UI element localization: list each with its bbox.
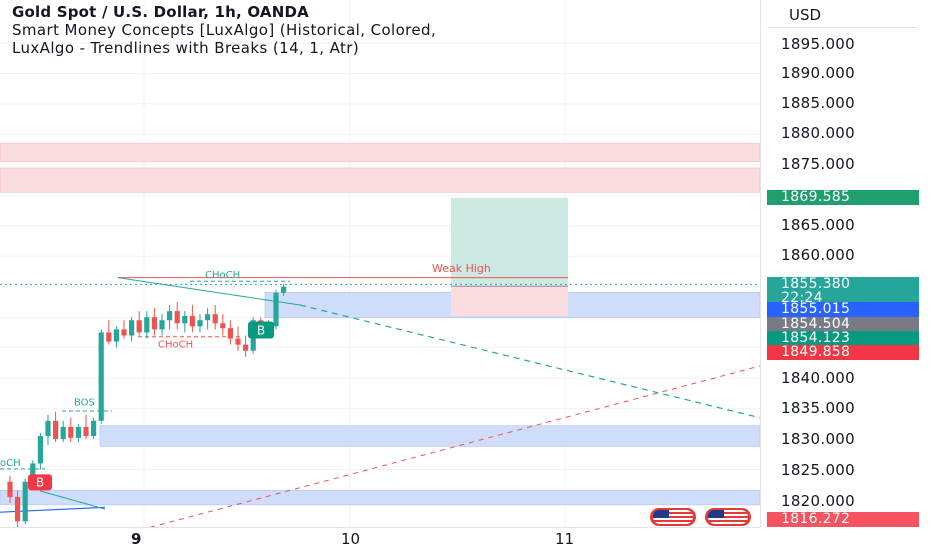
price-tick: 1875.000 bbox=[781, 155, 855, 173]
candle-body bbox=[37, 436, 43, 464]
candle-body bbox=[60, 426, 66, 440]
candle-body bbox=[98, 332, 104, 421]
candle-body bbox=[243, 344, 249, 351]
candle-body bbox=[30, 463, 36, 482]
price-tick: 1835.000 bbox=[781, 399, 855, 417]
position-target-zone bbox=[451, 197, 568, 285]
currency-button[interactable]: USD bbox=[767, 2, 917, 28]
buy-signal-label: B bbox=[36, 475, 44, 489]
candle-body bbox=[106, 332, 112, 342]
candle-body bbox=[129, 320, 135, 336]
candle-body bbox=[189, 315, 195, 327]
time-axis[interactable]: 9 10 11 bbox=[0, 527, 760, 551]
indicator-smc-label[interactable]: Smart Money Concepts [LuxAlgo] (Historic… bbox=[12, 21, 437, 39]
price-tick: 1890.000 bbox=[781, 64, 855, 82]
bar-countdown: 22:24 bbox=[781, 290, 823, 306]
candle-body bbox=[227, 328, 233, 339]
weak-high-label: Weak High bbox=[432, 262, 491, 275]
candle-body bbox=[220, 323, 226, 329]
position-stop-zone bbox=[451, 286, 568, 316]
trendline-resistance bbox=[117, 277, 301, 306]
candle-body bbox=[22, 481, 28, 522]
target-price-badge: 1869.585 bbox=[767, 190, 919, 205]
demand-zone bbox=[99, 425, 760, 447]
price-chart[interactable]: Weak High CHoCH CHoCH BOS oCH B B bbox=[0, 0, 760, 527]
time-label: 10 bbox=[341, 530, 361, 548]
buy-signal-label: B bbox=[257, 323, 265, 337]
demand-zone bbox=[0, 489, 760, 506]
candle-body bbox=[235, 338, 241, 345]
candle-body bbox=[205, 314, 211, 321]
us-flag-event-icon[interactable] bbox=[650, 508, 696, 526]
symbol-title[interactable]: Gold Spot / U.S. Dollar, 1h, OANDA bbox=[12, 3, 309, 21]
buy-signal-badge bbox=[248, 321, 274, 339]
us-flag-event-icon[interactable] bbox=[705, 508, 751, 526]
candle-body bbox=[75, 426, 81, 438]
time-label: 9 bbox=[131, 530, 142, 548]
price-axis[interactable]: USD 1895.000 1890.000 1885.000 1880.000 … bbox=[760, 0, 932, 527]
price-tick: 1885.000 bbox=[781, 94, 855, 112]
price-tick: 1820.000 bbox=[781, 492, 855, 510]
candle-body bbox=[167, 311, 173, 321]
bos-label: BOS bbox=[74, 398, 95, 409]
candle-body bbox=[144, 317, 150, 333]
price-tick: 1880.000 bbox=[781, 124, 855, 142]
candle-body bbox=[151, 317, 157, 330]
chart-area[interactable]: Weak High CHoCH CHoCH BOS oCH B B bbox=[0, 0, 760, 527]
price-tick: 1840.000 bbox=[781, 369, 855, 387]
candle-body bbox=[273, 292, 279, 327]
candle-body bbox=[174, 311, 180, 324]
last-price-value: 1855.380 bbox=[781, 276, 851, 292]
price-tick: 1825.000 bbox=[781, 461, 855, 479]
supply-zone bbox=[0, 143, 760, 163]
supply-zone bbox=[0, 167, 760, 193]
price-badge-gray: 1854.504 bbox=[767, 317, 919, 332]
price-tick: 1860.000 bbox=[781, 246, 855, 264]
time-label: 11 bbox=[555, 530, 575, 548]
price-tick: 1830.000 bbox=[781, 430, 855, 448]
candle-body bbox=[159, 320, 165, 330]
choch-label: CHoCH bbox=[205, 270, 240, 281]
candle-body bbox=[83, 426, 89, 437]
candle-body bbox=[15, 496, 21, 522]
candle-body bbox=[53, 420, 59, 440]
trendline-break-extension bbox=[299, 304, 760, 419]
candle-body bbox=[136, 320, 142, 333]
price-badge-teal: 1854.123 bbox=[767, 331, 919, 346]
price-badge-bottom: 1816.272 bbox=[767, 512, 919, 527]
candle-body bbox=[113, 329, 119, 342]
candle-body bbox=[7, 481, 13, 497]
price-tick: 1865.000 bbox=[781, 216, 855, 234]
candle-body bbox=[212, 314, 218, 324]
trendline-green-small bbox=[39, 490, 106, 510]
candle-body bbox=[197, 320, 203, 327]
price-tick: 1895.000 bbox=[781, 35, 855, 53]
candle-body bbox=[121, 329, 127, 336]
choch-label: CHoCH bbox=[158, 340, 193, 351]
candle-body bbox=[45, 420, 51, 437]
chart-legend: Gold Spot / U.S. Dollar, 1h, OANDA Smart… bbox=[12, 3, 436, 57]
price-badge-red: 1849.858 bbox=[767, 345, 919, 360]
buy-signal-badge bbox=[28, 474, 52, 491]
choch-label: oCH bbox=[0, 458, 21, 469]
candle-body bbox=[68, 426, 74, 438]
candle-body bbox=[182, 315, 188, 324]
price-badge-blue: 1855.015 bbox=[767, 302, 919, 317]
candle-body bbox=[281, 286, 287, 293]
indicator-trendlines-label[interactable]: LuxAlgo - Trendlines with Breaks (14, 1,… bbox=[12, 39, 360, 57]
candle-body bbox=[91, 420, 97, 437]
